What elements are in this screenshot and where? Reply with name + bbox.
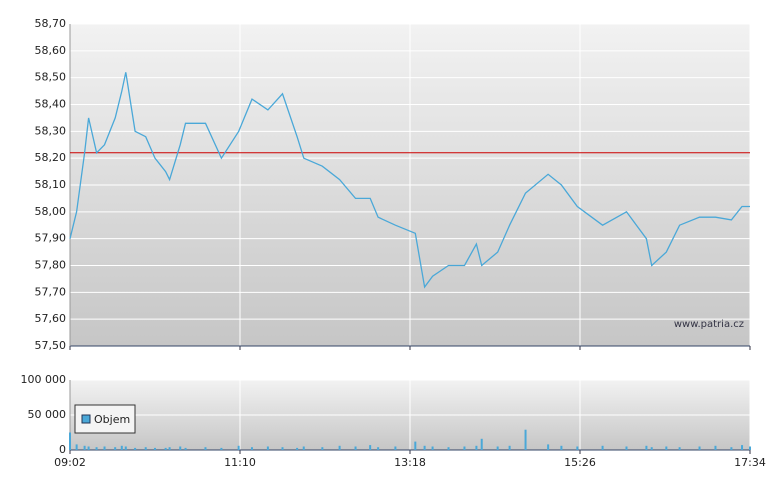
volume-bar bbox=[475, 445, 478, 450]
volume-bar bbox=[547, 444, 550, 450]
y-tick-label: 58,40 bbox=[35, 98, 67, 111]
y-tick-label: 58,20 bbox=[35, 151, 67, 164]
y-tick-label: 100 000 bbox=[21, 373, 67, 386]
y-tick-label: 50 000 bbox=[28, 408, 67, 421]
volume-bar bbox=[463, 446, 466, 450]
volume-bar bbox=[237, 445, 240, 450]
volume-bar bbox=[496, 446, 499, 450]
volume-bar bbox=[168, 447, 171, 450]
volume-bar bbox=[83, 445, 86, 450]
legend-swatch bbox=[81, 414, 91, 424]
y-tick-label: 0 bbox=[59, 443, 66, 456]
x-tick-label: 09:02 bbox=[54, 456, 86, 469]
volume-bar bbox=[103, 446, 106, 450]
volume-bar bbox=[179, 446, 182, 450]
volume-bar bbox=[296, 447, 299, 450]
volume-bar bbox=[524, 429, 527, 450]
legend-label: Objem bbox=[94, 413, 130, 426]
y-tick-label: 58,50 bbox=[35, 71, 67, 84]
volume-bar bbox=[124, 446, 127, 450]
volume-bar bbox=[749, 446, 751, 450]
volume-bar bbox=[414, 441, 417, 450]
volume-bar bbox=[741, 445, 744, 450]
volume-bar bbox=[75, 444, 78, 450]
volume-bar bbox=[184, 447, 187, 450]
volume-bar bbox=[625, 446, 628, 450]
volume-bar bbox=[508, 445, 511, 450]
volume-bar bbox=[114, 447, 117, 450]
volume-bar bbox=[431, 446, 434, 450]
volume-bar bbox=[714, 445, 717, 450]
volume-bar bbox=[698, 446, 701, 450]
volume-bar bbox=[204, 447, 207, 450]
volume-bar bbox=[164, 447, 167, 450]
x-tick-label: 15:26 bbox=[564, 456, 596, 469]
volume-bar bbox=[601, 445, 604, 450]
y-tick-label: 58,60 bbox=[35, 44, 67, 57]
y-tick-label: 57,70 bbox=[35, 285, 67, 298]
volume-bar bbox=[650, 447, 653, 450]
volume-bar bbox=[645, 445, 648, 450]
y-tick-label: 58,30 bbox=[35, 124, 67, 137]
volume-bar bbox=[95, 447, 98, 450]
volume-bar bbox=[220, 447, 223, 450]
volume-bar bbox=[369, 445, 372, 450]
volume-bar bbox=[69, 432, 71, 450]
volume-bar bbox=[394, 446, 397, 450]
volume-bar bbox=[665, 446, 668, 450]
y-tick-label: 57,60 bbox=[35, 312, 67, 325]
x-tick-label: 11:10 bbox=[224, 456, 256, 469]
volume-bar bbox=[338, 445, 341, 450]
volume-bar bbox=[87, 446, 90, 450]
volume-bar bbox=[250, 447, 253, 450]
volume-bar bbox=[377, 447, 380, 450]
volume-bar bbox=[154, 447, 156, 450]
y-tick-label: 58,10 bbox=[35, 178, 67, 191]
volume-bar bbox=[560, 445, 563, 450]
y-tick-label: 58,00 bbox=[35, 205, 67, 218]
price-line bbox=[69, 72, 750, 289]
watermark: www.patria.cz bbox=[674, 319, 744, 330]
volume-bar bbox=[354, 446, 357, 450]
volume-bar bbox=[266, 446, 269, 450]
y-tick-label: 58,70 bbox=[35, 17, 67, 30]
volume-bar bbox=[576, 446, 579, 450]
volume-bar bbox=[302, 446, 305, 450]
volume-bar bbox=[281, 447, 284, 450]
volume-bar bbox=[120, 445, 123, 450]
volume-bar bbox=[730, 447, 733, 450]
volume-bar bbox=[447, 447, 450, 450]
volume-bar bbox=[321, 447, 324, 450]
volume-bar bbox=[678, 447, 681, 450]
volume-bar bbox=[134, 447, 137, 450]
volume-bar bbox=[423, 445, 426, 450]
x-tick-label: 13:18 bbox=[394, 456, 426, 469]
y-tick-label: 57,80 bbox=[35, 259, 67, 272]
y-tick-label: 57,50 bbox=[35, 339, 67, 352]
y-tick-label: 57,90 bbox=[35, 232, 67, 245]
volume-bar bbox=[480, 438, 483, 450]
x-tick-label: 17:34 bbox=[734, 456, 766, 469]
volume-bar bbox=[144, 447, 147, 450]
